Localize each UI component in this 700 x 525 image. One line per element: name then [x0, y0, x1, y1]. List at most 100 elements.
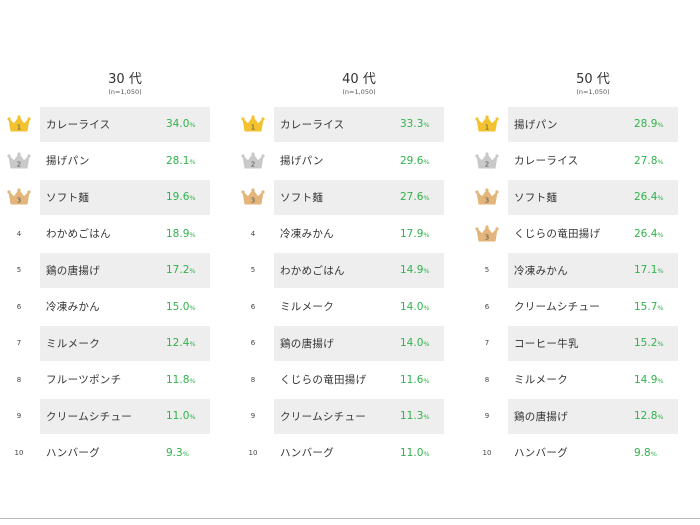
percent-value: 18.9%: [166, 228, 196, 240]
ranking-cell: ミルメーク 14.9%: [508, 363, 678, 398]
rank-marker: 5: [474, 252, 500, 289]
ranking-row: 7 コーヒー牛乳 15.2%: [468, 325, 678, 362]
percent-value: 12.4%: [166, 337, 196, 349]
percent-value: 11.8%: [166, 374, 196, 386]
column-sample-size: (n=1,050): [576, 88, 610, 96]
percent-unit: %: [189, 340, 196, 349]
menu-item-label: カレーライス: [514, 155, 579, 168]
rank-number: 7: [16, 339, 22, 348]
crown-icon: 3: [241, 188, 265, 205]
ranking-cell: ソフト麺 26.4%: [508, 180, 678, 215]
ranking-row: 9 クリームシチュー 11.0%: [0, 398, 210, 435]
percent-number: 15.7: [634, 300, 658, 313]
ranking-cell: 揚げパン 28.9%: [508, 107, 678, 142]
percent-unit: %: [423, 413, 430, 422]
rank-number: 5: [250, 266, 256, 275]
percent-value: 17.9%: [400, 228, 430, 240]
percent-value: 34.0%: [166, 118, 196, 130]
percent-unit: %: [657, 303, 664, 312]
crown-rank-number: 3: [485, 197, 489, 205]
percent-value: 33.3%: [400, 118, 430, 130]
rank-marker: 5: [240, 252, 266, 289]
percent-number: 17.2: [166, 264, 190, 277]
rank-marker: 1: [474, 106, 500, 143]
percent-unit: %: [189, 376, 196, 385]
percent-number: 33.3: [400, 118, 424, 131]
percent-number: 14.9: [634, 373, 658, 386]
rank-marker: 4: [6, 216, 32, 253]
percent-unit: %: [650, 449, 657, 458]
percent-value: 14.0%: [400, 301, 430, 313]
menu-item-label: ハンバーグ: [514, 447, 568, 460]
ranking-cell: コーヒー牛乳 15.2%: [508, 326, 678, 361]
ranking-cell: カレーライス 34.0%: [40, 107, 210, 142]
menu-item-label: わかめごはん: [280, 264, 345, 277]
percent-unit: %: [189, 121, 196, 130]
ranking-row: 5 鶏の唐揚げ 17.2%: [0, 252, 210, 289]
rank-number: 7: [484, 339, 490, 348]
ranking-row: 1 カレーライス 34.0%: [0, 106, 210, 143]
rank-marker: 3: [474, 179, 500, 216]
ranking-row: 2 揚げパン 28.1%: [0, 143, 200, 180]
ranking-row: 8 フルーツポンチ 11.8%: [0, 362, 200, 399]
ranking-cell: ソフト麺 27.6%: [274, 180, 444, 215]
ranking-cell: ソフト麺 19.6%: [40, 180, 210, 215]
crown-rank-number: 1: [17, 124, 21, 132]
percent-value: 28.1%: [166, 155, 196, 167]
ranking-cell: 冷凍みかん 15.0%: [40, 290, 210, 325]
rank-marker: 8: [6, 362, 32, 399]
percent-unit: %: [182, 449, 189, 458]
menu-item-label: 揚げパン: [514, 118, 558, 131]
percent-unit: %: [657, 340, 664, 349]
menu-item-label: くじらの竜田揚げ: [514, 228, 601, 241]
percent-unit: %: [423, 449, 430, 458]
ranking-row: 2 カレーライス 27.8%: [468, 143, 668, 180]
column-sample-size: (n=1,050): [108, 88, 142, 96]
percent-number: 27.6: [400, 191, 424, 204]
menu-item-label: カレーライス: [46, 118, 111, 131]
percent-unit: %: [657, 267, 664, 276]
column-title: 30 代: [108, 72, 142, 87]
ranking-row: 5 冷凍みかん 17.1%: [468, 252, 678, 289]
menu-item-label: ハンバーグ: [280, 447, 334, 460]
ranking-cell: カレーライス 33.3%: [274, 107, 444, 142]
rank-marker: 2: [474, 143, 500, 180]
percent-number: 11.0: [166, 410, 190, 423]
crown-rank-number: 1: [485, 124, 489, 132]
rank-number: 9: [250, 412, 256, 421]
ranking-column-50s: 50 代 (n=1,050) 1 揚げパン 28.9% 2 カレーライス 27.8% 3 ソフ…: [468, 62, 678, 471]
percent-unit: %: [423, 121, 430, 130]
ranking-cell: カレーライス 27.8%: [508, 144, 678, 179]
percent-number: 11.6: [400, 373, 424, 386]
percent-number: 34.0: [166, 118, 190, 131]
percent-value: 11.6%: [400, 374, 430, 386]
rank-marker: 3: [474, 216, 500, 253]
ranking-row: 8 ミルメーク 14.9%: [468, 362, 668, 399]
crown-icon: 3: [475, 225, 499, 242]
rank-marker: 3: [240, 179, 266, 216]
rank-marker: 10: [240, 435, 266, 472]
rank-number: 9: [16, 412, 22, 421]
percent-number: 9.3: [166, 446, 183, 459]
ranking-cell: ミルメーク 14.0%: [274, 290, 444, 325]
rank-number: 6: [16, 302, 22, 311]
crown-icon: 3: [475, 188, 499, 205]
rank-number: 8: [16, 375, 22, 384]
percent-number: 12.8: [634, 410, 658, 423]
menu-item-label: クリームシチュー: [280, 410, 367, 423]
ranking-rows: 1 カレーライス 33.3% 2 揚げパン 29.6% 3 ソフト麺 27.6% 4 冷凍みかん 17…: [234, 106, 444, 472]
percent-number: 15.2: [634, 337, 658, 350]
column-header: 40 代 (n=1,050): [234, 62, 434, 106]
percent-unit: %: [423, 340, 430, 349]
rank-marker: 9: [6, 398, 32, 435]
percent-number: 15.0: [166, 300, 190, 313]
rank-marker: 2: [6, 143, 32, 180]
percent-unit: %: [657, 376, 664, 385]
rank-marker: 8: [474, 362, 500, 399]
menu-item-label: くじらの竜田揚げ: [280, 374, 367, 387]
percent-value: 15.7%: [634, 301, 664, 313]
percent-number: 17.1: [634, 264, 658, 277]
rank-number: 6: [250, 339, 256, 348]
ranking-cell: 揚げパン 29.6%: [274, 144, 444, 179]
percent-value: 27.6%: [400, 191, 430, 203]
